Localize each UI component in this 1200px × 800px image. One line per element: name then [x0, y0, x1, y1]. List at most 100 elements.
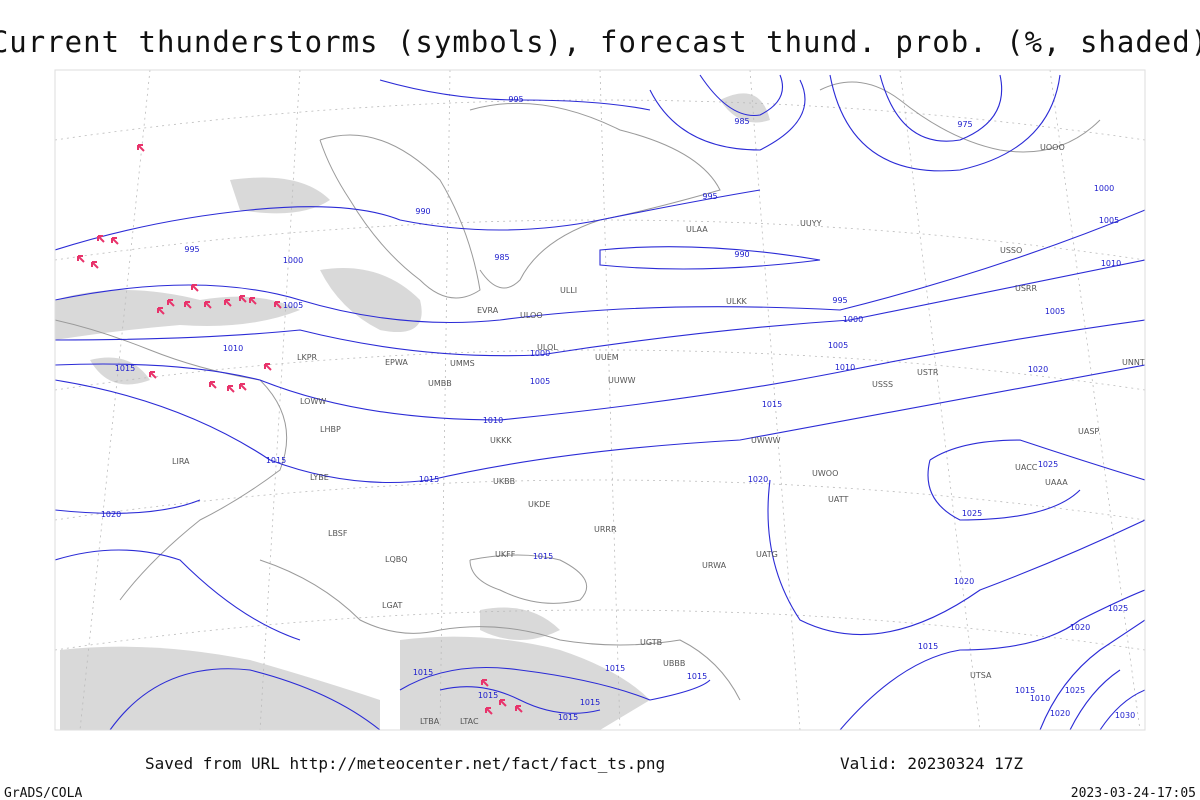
- isobar-label: 1015: [687, 672, 707, 681]
- station-code: ULLI: [560, 286, 577, 295]
- isobar-label: 1025: [962, 509, 982, 518]
- map-border: [54, 69, 1146, 731]
- isobar-label: 1020: [1028, 365, 1048, 374]
- station-code: ULKK: [726, 297, 748, 306]
- isobar-label: 1015: [419, 475, 439, 484]
- station-code: UOOO: [1040, 143, 1065, 152]
- station-code: UMMS: [450, 359, 475, 368]
- station-code: UMBB: [428, 379, 452, 388]
- isobar-label: 1020: [954, 577, 974, 586]
- station-code: UKKK: [490, 436, 512, 445]
- station-code: ULAA: [686, 225, 708, 234]
- isobar-label: 1005: [1099, 216, 1119, 225]
- isobar-label: 1015: [918, 642, 938, 651]
- isobar-label: 1015: [580, 698, 600, 707]
- station-code: UAAA: [1045, 478, 1068, 487]
- isobar-label: 1000: [1094, 184, 1114, 193]
- isobar-label: 1005: [530, 377, 550, 386]
- station-code: USTR: [917, 368, 939, 377]
- isobar-label: 1005: [1045, 307, 1065, 316]
- isobar-label: 1020: [748, 475, 768, 484]
- station-code: EPWA: [385, 358, 408, 367]
- station-code: UUWW: [608, 376, 636, 385]
- isobar-label: 1010: [483, 416, 503, 425]
- isobar-label: 1010: [1030, 694, 1050, 703]
- isobar-label: 1015: [478, 691, 498, 700]
- isobar-label: 1015: [558, 713, 578, 722]
- station-code: LTBA: [420, 717, 440, 726]
- isobar-label: 1020: [101, 510, 121, 519]
- isobar-label: 1005: [283, 301, 303, 310]
- isobar-label: 990: [734, 250, 749, 259]
- isobar-label: 1015: [762, 400, 782, 409]
- station-code: LYBE: [310, 473, 329, 482]
- map-title: Current thunderstorms (symbols), forecas…: [0, 25, 1200, 59]
- isobar-label: 1015: [533, 552, 553, 561]
- isobar-label: 1025: [1065, 686, 1085, 695]
- station-code: UACC: [1015, 463, 1038, 472]
- isobar-label: 985: [494, 253, 509, 262]
- isobars: [55, 74, 1145, 730]
- isobar-label: 995: [184, 245, 199, 254]
- isobar-label: 1000: [530, 349, 550, 358]
- station-code: UWOO: [812, 469, 838, 478]
- station-code: UNNT: [1122, 358, 1145, 367]
- station-code: UBBB: [663, 659, 685, 668]
- isobar-label: 1010: [835, 363, 855, 372]
- station-code: USSO: [1000, 246, 1022, 255]
- station-code: UASP: [1078, 427, 1099, 436]
- isobar-label: 1030: [1115, 711, 1135, 720]
- coastlines: [55, 81, 1101, 701]
- isobar-label: 975: [957, 120, 972, 129]
- isobar-label: 1015: [266, 456, 286, 465]
- isobar-label: 1000: [843, 315, 863, 324]
- station-code: LTAC: [460, 717, 479, 726]
- station-code: EVRA: [477, 306, 499, 315]
- station-code: LHBP: [320, 425, 341, 434]
- station-code: URRR: [594, 525, 617, 534]
- isobar-label: 1010: [1101, 259, 1121, 268]
- isobar-label: 1020: [1050, 709, 1070, 718]
- station-code: UKFF: [495, 550, 516, 559]
- isobar-label: 1025: [1038, 460, 1058, 469]
- isobar-label: 1020: [1070, 623, 1090, 632]
- map-frame: 995 985 975 990 995 1000 1005 1010 995 1000 985 990…: [54, 69, 1146, 731]
- credit: GrADS/COLA: [4, 786, 82, 800]
- isobar-label: 1015: [1015, 686, 1035, 695]
- station-code: UUEM: [595, 353, 619, 362]
- isobar-label: 1015: [115, 364, 135, 373]
- station-code: UATT: [828, 495, 848, 504]
- station-code: UUYY: [800, 219, 822, 228]
- isobar-label: 1005: [828, 341, 848, 350]
- source-url: Saved from URL http://meteocenter.net/fa…: [145, 754, 665, 773]
- isobar-label: 1025: [1108, 604, 1128, 613]
- isobar-label: 1000: [283, 256, 303, 265]
- station-code: LGAT: [382, 601, 403, 610]
- station-code: LQBQ: [385, 555, 408, 564]
- isobar-label: 995: [702, 192, 717, 201]
- station-code: UATG: [756, 550, 778, 559]
- isobar-label: 995: [832, 296, 847, 305]
- station-code: LIRA: [172, 457, 190, 466]
- station-code: LKPR: [297, 353, 318, 362]
- isobar-label: 1010: [223, 344, 243, 353]
- thunderstorm-symbols: [77, 144, 523, 715]
- isobar-label: 990: [415, 207, 430, 216]
- station-code: UWWW: [751, 436, 781, 445]
- isobar-label: 995: [508, 95, 523, 104]
- station-code: ULOO: [520, 311, 543, 320]
- station-code: UTSA: [970, 671, 992, 680]
- station-code: LBSF: [328, 529, 348, 538]
- isobar-label: 985: [734, 117, 749, 126]
- isobar-label: 1015: [413, 668, 433, 677]
- station-code: UKBB: [493, 477, 515, 486]
- station-code: LOWW: [300, 397, 326, 406]
- station-code: URWA: [702, 561, 727, 570]
- station-code: USSS: [872, 380, 893, 389]
- station-code: ULOL: [537, 343, 558, 352]
- valid-time: Valid: 20230324 17Z: [840, 754, 1023, 773]
- station-code: UGTB: [640, 638, 662, 647]
- timestamp: 2023-03-24-17:05: [1071, 786, 1196, 800]
- station-code: USRR: [1015, 284, 1037, 293]
